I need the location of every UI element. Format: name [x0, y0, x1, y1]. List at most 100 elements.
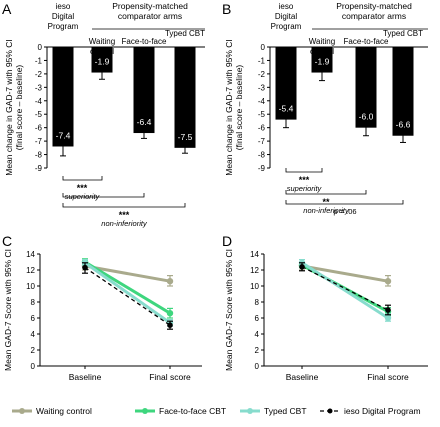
- panel-letter: D: [222, 233, 232, 249]
- y-tick-label: 12: [250, 266, 259, 275]
- y-tick-label: 14: [26, 250, 35, 259]
- data-label: -1.9: [95, 57, 110, 67]
- series-line: [301, 264, 389, 283]
- y-tick-label: -5: [35, 110, 43, 119]
- series-line: [301, 261, 389, 320]
- panel-letter: A: [2, 1, 12, 17]
- bar: [91, 47, 113, 73]
- y-tick-label: 0: [261, 43, 266, 52]
- significance-stars: **: [322, 197, 330, 207]
- data-label: -6.0: [359, 112, 374, 122]
- comparison-bracket: [62, 193, 145, 198]
- panel-letter: C: [2, 233, 12, 249]
- data-point: [167, 322, 173, 329]
- data-label: -7.5: [178, 132, 193, 142]
- significance-stars: ***: [119, 210, 130, 220]
- legend-label: Typed CBT: [264, 406, 307, 416]
- y-tick-label: -2: [35, 70, 43, 79]
- y-tick-label: 4: [255, 330, 260, 339]
- series-line: [84, 267, 171, 326]
- comparison-bracket: [285, 168, 323, 173]
- y-tick-label: 6: [255, 314, 260, 323]
- comparison-bracket: [62, 203, 186, 208]
- data-point: [299, 264, 305, 270]
- x-tick-label: Baseline: [286, 372, 319, 382]
- comparison-label: superiority: [287, 184, 323, 193]
- bar: [52, 47, 74, 147]
- y-axis-label: Mean GAD-7 Score with 95% CI: [224, 249, 234, 371]
- data-point: [384, 278, 392, 285]
- y-tick-label: 4: [31, 330, 36, 339]
- y-tick-label: -2: [258, 70, 266, 79]
- group-header: Propensity-matched comparator arms: [112, 1, 188, 21]
- y-tick-label: -1: [35, 56, 43, 65]
- y-axis-label: Mean change in GAD-7 with 95% CI(final s…: [4, 39, 24, 176]
- data-label: -7.4: [56, 130, 71, 140]
- data-label: -6.4: [137, 117, 152, 127]
- comparison-label: superiority: [65, 192, 101, 201]
- y-tick-label: 8: [31, 298, 36, 307]
- series-line: [301, 266, 389, 311]
- y-tick-label: -4: [258, 97, 266, 106]
- y-tick-label: -5: [258, 110, 266, 119]
- legend-marker: [247, 408, 253, 414]
- series-line: [84, 260, 171, 315]
- bar: [174, 47, 196, 148]
- category-label: ieso Digital Program: [271, 2, 302, 31]
- y-tick-label: 10: [26, 282, 35, 291]
- y-tick-label: 2: [31, 346, 36, 355]
- bar: [311, 47, 333, 73]
- panel-a: A Mean change in GAD-7 with 95% CI(final …: [2, 1, 205, 228]
- data-point: [385, 307, 391, 313]
- bar: [355, 47, 377, 128]
- panel-b: B Mean change in GAD-7 with 95% CI(final …: [222, 1, 428, 216]
- data-label: -1.9: [315, 57, 330, 67]
- y-axis-label: Mean change in GAD-7 with 95% CI(final s…: [224, 39, 244, 176]
- legend-label: Face-to-face CBT: [159, 406, 226, 416]
- y-tick-label: -6: [258, 124, 266, 133]
- significance-stars: ***: [77, 183, 88, 193]
- comparison-label: non-inferiority: [101, 219, 148, 228]
- y-tick-label: 12: [26, 266, 35, 275]
- y-tick-label: 14: [250, 250, 259, 259]
- comparison-label: non-inferiority: [303, 206, 350, 215]
- y-tick-label: -8: [35, 151, 43, 160]
- y-tick-label: -1: [258, 56, 266, 65]
- category-label: Waiting control: [309, 37, 335, 56]
- data-label: -6.6: [396, 120, 411, 130]
- x-tick-label: Baseline: [69, 372, 102, 382]
- y-tick-label: -4: [35, 97, 43, 106]
- series-line: [84, 264, 171, 283]
- y-tick-label: -9: [258, 164, 266, 173]
- category-label: Typed CBT: [165, 29, 205, 38]
- y-tick-label: -7: [258, 137, 266, 146]
- y-tick-label: -3: [35, 83, 43, 92]
- legend-marker: [19, 408, 25, 414]
- y-tick-label: -3: [258, 83, 266, 92]
- data-point: [384, 314, 392, 322]
- y-tick-label: 8: [255, 298, 260, 307]
- legend-label: Waiting control: [36, 406, 92, 416]
- y-tick-label: 0: [38, 43, 43, 52]
- legend-marker: [142, 408, 148, 414]
- comparison-bracket: [285, 190, 367, 195]
- comparison-bracket: [285, 200, 404, 205]
- legend-marker: [327, 408, 333, 414]
- y-tick-label: 2: [255, 346, 260, 355]
- significance-stars: ***: [299, 175, 310, 185]
- data-point: [166, 278, 174, 285]
- category-label: Waiting control: [89, 37, 115, 56]
- y-tick-label: 10: [250, 282, 259, 291]
- series-line: [84, 261, 171, 325]
- group-header: Propensity-matched comparator arms: [336, 1, 412, 21]
- y-tick-label: -7: [35, 137, 43, 146]
- y-axis-label: Mean GAD-7 Score with 95% CI: [3, 249, 13, 371]
- category-label: Face-to-face CBT: [344, 37, 389, 56]
- y-tick-label: 0: [255, 362, 260, 371]
- x-tick-label: Final score: [149, 372, 191, 382]
- bar: [133, 47, 155, 134]
- y-tick-label: -9: [35, 164, 43, 173]
- legend-label: ieso Digital Program: [344, 406, 421, 416]
